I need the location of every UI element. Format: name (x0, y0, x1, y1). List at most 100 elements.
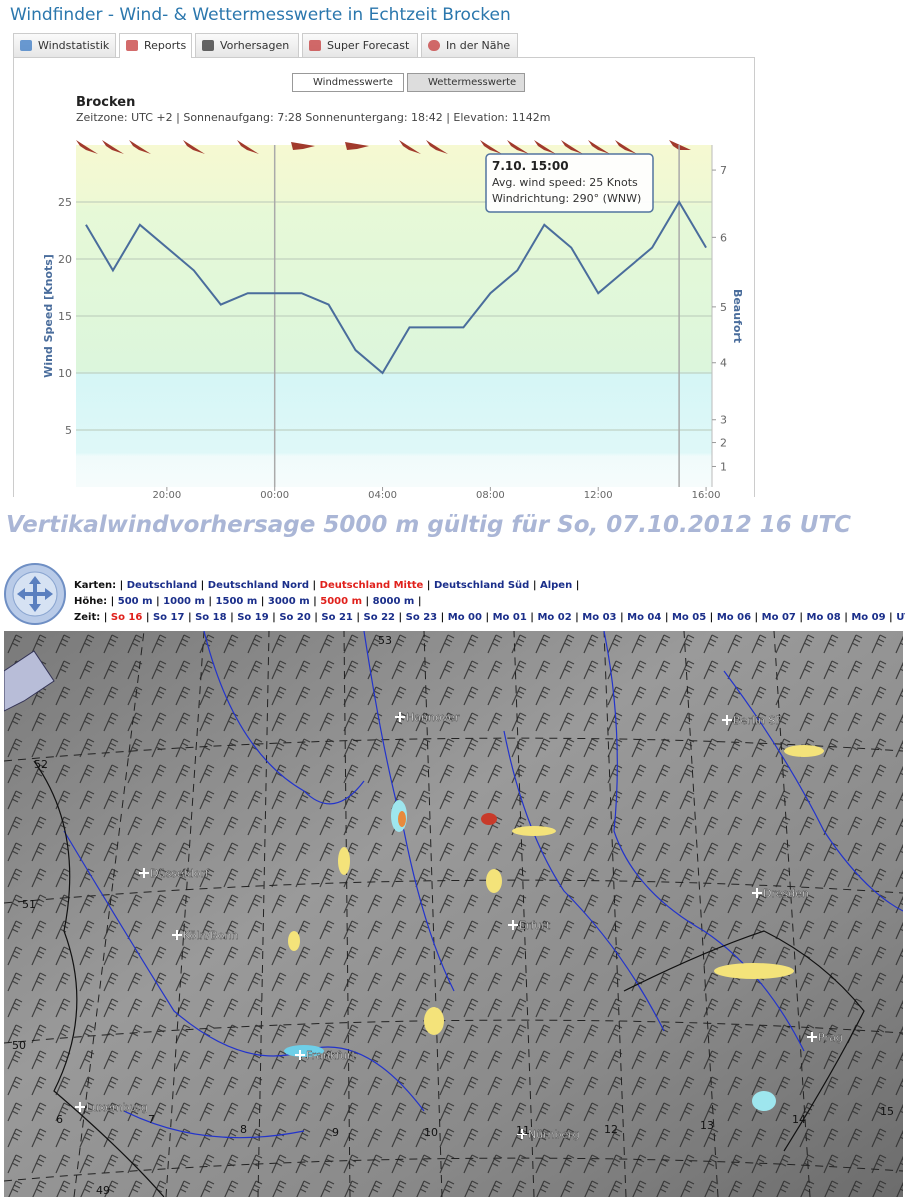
nav-link[interactable]: Mo 09 (851, 612, 886, 623)
y-tick-label: 25 (58, 196, 72, 209)
nav-link[interactable]: Mo 01 (492, 612, 527, 623)
separator: | (313, 596, 317, 607)
y-tick-label: 20 (58, 253, 72, 266)
nav-link[interactable]: So 21 (321, 612, 353, 623)
direction-arrows (76, 140, 691, 154)
city-label: Erfurt (519, 919, 551, 932)
city-label: Hannover (406, 711, 460, 724)
longitude-label: 8 (240, 1123, 247, 1136)
latitude-label: 52 (34, 758, 48, 771)
y2-tick-label: 4 (720, 357, 727, 370)
nav-link[interactable]: Deutschland Nord (207, 580, 310, 591)
tab[interactable]: In der Nähe (421, 33, 518, 57)
longitude-label: 11 (516, 1124, 530, 1137)
separator: | (619, 612, 624, 623)
nav-link[interactable]: Deutschland Mitte (319, 580, 424, 591)
nav-link[interactable]: UTC (896, 612, 905, 623)
nav-link[interactable]: 500 m (117, 596, 153, 607)
nav-link[interactable]: 1000 m (163, 596, 205, 607)
separator: | (844, 612, 848, 623)
nav-link[interactable]: Deutschland (126, 580, 198, 591)
separator: | (187, 612, 192, 623)
separator: | (799, 612, 804, 623)
nav-link[interactable]: 1500 m (215, 596, 258, 607)
separator: | (110, 596, 115, 607)
map-navigator[interactable] (3, 562, 67, 626)
separator: | (532, 580, 537, 591)
x-tick-label: 16:00 (692, 490, 721, 500)
city-marker (395, 712, 405, 722)
nav-link[interactable]: Deutschland Süd (433, 580, 530, 591)
city-marker (295, 1050, 305, 1060)
separator: | (440, 612, 445, 623)
nav-link[interactable]: 5000 m (320, 596, 362, 607)
nav-row: Karten: | Deutschland | Deutschland Nord… (74, 580, 579, 591)
nav-link[interactable]: So 18 (195, 612, 227, 623)
nav-link[interactable]: Mo 04 (627, 612, 662, 623)
nav-link[interactable]: So 20 (279, 612, 311, 623)
nav-link[interactable]: Mo 05 (671, 612, 707, 623)
toggle[interactable]: Wettermesswerte (407, 73, 525, 92)
separator: | (119, 580, 124, 591)
separator: | (272, 612, 276, 623)
tab[interactable]: Reports (119, 33, 192, 58)
nav-link[interactable]: So 19 (237, 612, 269, 623)
nav-link[interactable]: Alpen (539, 580, 573, 591)
tab[interactable]: Windstatistik (13, 33, 116, 57)
precip (284, 745, 824, 1111)
latitude-label: 49 (96, 1184, 110, 1197)
tooltip-title: 7.10. 15:00 (492, 159, 569, 173)
toggle[interactable]: Windmesswerte (292, 73, 404, 92)
city-marker (517, 1129, 527, 1139)
y2-axis-label: Beaufort (731, 289, 744, 343)
separator: | (356, 612, 361, 623)
nav-link[interactable]: Mo 06 (716, 612, 752, 623)
separator: | (889, 612, 893, 623)
y-tick-label: 15 (58, 310, 72, 323)
x-tick-label: 00:00 (260, 490, 289, 500)
nav-row: Höhe: | 500 m | 1000 m | 1500 m | 3000 m… (74, 596, 421, 607)
nav-link[interactable]: So 17 (152, 612, 185, 623)
x-tick-label: 04:00 (368, 490, 397, 500)
series-line (85, 200, 707, 375)
nav-link[interactable]: So 22 (363, 612, 396, 623)
latitude-label: 51 (22, 898, 36, 911)
separator: | (530, 612, 534, 623)
y2-tick-label: 2 (720, 437, 727, 450)
nav-link[interactable]: Mo 02 (537, 612, 572, 623)
city-label: Dresden (763, 887, 809, 900)
y-tick-label: 10 (58, 367, 72, 380)
y2-tick-label: 1 (720, 460, 727, 473)
nav-link[interactable]: So 16 (110, 612, 143, 623)
latitude-label: 50 (12, 1039, 26, 1052)
longitude-label: 13 (700, 1119, 714, 1132)
longitude-label: 15 (880, 1105, 894, 1118)
nav-label: Höhe: (74, 596, 108, 607)
chart: Wind Speed [Knots] Beaufort 5 10 15 20 25 7 6 5… (42, 140, 744, 500)
separator: | (156, 596, 160, 607)
x-tick-label: 20:00 (152, 490, 181, 500)
nav-link[interactable]: Mo 00 (447, 612, 482, 623)
separator: | (485, 612, 490, 623)
separator: | (398, 612, 403, 623)
x-tick-label: 12:00 (584, 490, 613, 500)
separator: | (664, 612, 669, 623)
nav-link[interactable]: Mo 07 (761, 612, 796, 623)
separator: | (314, 612, 318, 623)
y2-tick-label: 5 (720, 301, 727, 314)
tab[interactable]: Vorhersagen (195, 33, 299, 57)
city-label: Berlin SF (733, 714, 782, 727)
nav-link[interactable]: Mo 03 (582, 612, 617, 623)
station-info: Zeitzone: UTC +2 | Sonnenaufgang: 7:28 S… (76, 111, 551, 124)
y2-tick-label: 7 (720, 164, 727, 177)
nav-link[interactable]: 8000 m (372, 596, 415, 607)
nav-link[interactable]: Mo 08 (806, 612, 841, 623)
separator: | (426, 580, 431, 591)
nav-link[interactable]: 3000 m (267, 596, 310, 607)
tab[interactable]: Super Forecast (302, 33, 418, 57)
nav-link[interactable]: So 23 (405, 612, 438, 623)
x-tick-label: 08:00 (476, 490, 505, 500)
separator: | (208, 596, 213, 607)
city-label: Düsseldorf (150, 867, 210, 880)
